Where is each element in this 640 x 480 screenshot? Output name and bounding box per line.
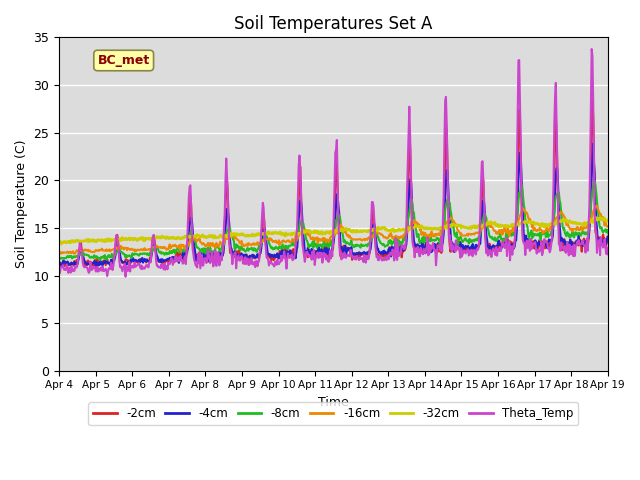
-2cm (55, 258, 63, 264)
-8cm (604, 230, 612, 236)
-16cm (66, 250, 74, 255)
-32cm (55, 238, 63, 243)
Line: Theta_Temp: Theta_Temp (59, 49, 608, 276)
-8cm (401, 233, 408, 239)
-2cm (61, 263, 68, 269)
Theta_Temp (55, 266, 63, 272)
Theta_Temp (401, 245, 408, 251)
-2cm (207, 252, 215, 258)
Theta_Temp (65, 266, 73, 272)
-32cm (591, 215, 599, 220)
-4cm (65, 262, 73, 267)
-16cm (604, 224, 612, 229)
-16cm (122, 245, 130, 251)
Line: -4cm: -4cm (59, 144, 608, 267)
-4cm (122, 260, 130, 265)
-32cm (122, 237, 130, 242)
Theta_Temp (417, 245, 424, 251)
-2cm (122, 256, 130, 262)
Title: Soil Temperatures Set A: Soil Temperatures Set A (234, 15, 433, 33)
Theta_Temp (122, 263, 130, 269)
Line: -2cm: -2cm (59, 99, 608, 266)
Line: -16cm: -16cm (59, 206, 608, 254)
-2cm (178, 253, 186, 259)
-8cm (97, 257, 104, 263)
-32cm (401, 227, 408, 232)
-4cm (207, 255, 215, 261)
-8cm (122, 252, 130, 258)
Theta_Temp (122, 274, 129, 279)
Theta_Temp (604, 252, 612, 257)
-2cm (401, 248, 408, 253)
-8cm (55, 255, 63, 261)
-16cm (593, 203, 600, 209)
-8cm (178, 248, 186, 253)
Y-axis label: Soil Temperature (C): Soil Temperature (C) (15, 140, 28, 268)
-4cm (178, 256, 186, 262)
-8cm (65, 254, 73, 260)
-4cm (417, 244, 424, 250)
Theta_Temp (178, 257, 186, 263)
-32cm (417, 225, 424, 230)
-16cm (55, 249, 63, 254)
Theta_Temp (207, 258, 215, 264)
-16cm (417, 226, 424, 232)
Line: -32cm: -32cm (59, 217, 608, 244)
-4cm (589, 141, 597, 146)
-4cm (92, 264, 100, 270)
-16cm (57, 251, 65, 257)
-32cm (66, 240, 74, 246)
-32cm (58, 241, 65, 247)
-8cm (417, 238, 424, 244)
-2cm (589, 96, 596, 102)
Legend: -2cm, -4cm, -8cm, -16cm, -32cm, Theta_Temp: -2cm, -4cm, -8cm, -16cm, -32cm, Theta_Te… (88, 402, 579, 425)
-4cm (604, 234, 612, 240)
-2cm (417, 249, 424, 254)
-8cm (591, 178, 598, 184)
-8cm (207, 248, 215, 254)
-4cm (55, 261, 63, 267)
Line: -8cm: -8cm (59, 181, 608, 260)
-16cm (178, 243, 186, 249)
-32cm (178, 235, 186, 241)
-16cm (207, 243, 215, 249)
-32cm (207, 234, 215, 240)
-2cm (604, 234, 612, 240)
-32cm (604, 217, 612, 223)
-4cm (401, 243, 408, 249)
-16cm (401, 231, 408, 237)
-2cm (66, 261, 74, 267)
Theta_Temp (588, 46, 595, 52)
Text: BC_met: BC_met (97, 54, 150, 67)
X-axis label: Time: Time (318, 396, 349, 409)
